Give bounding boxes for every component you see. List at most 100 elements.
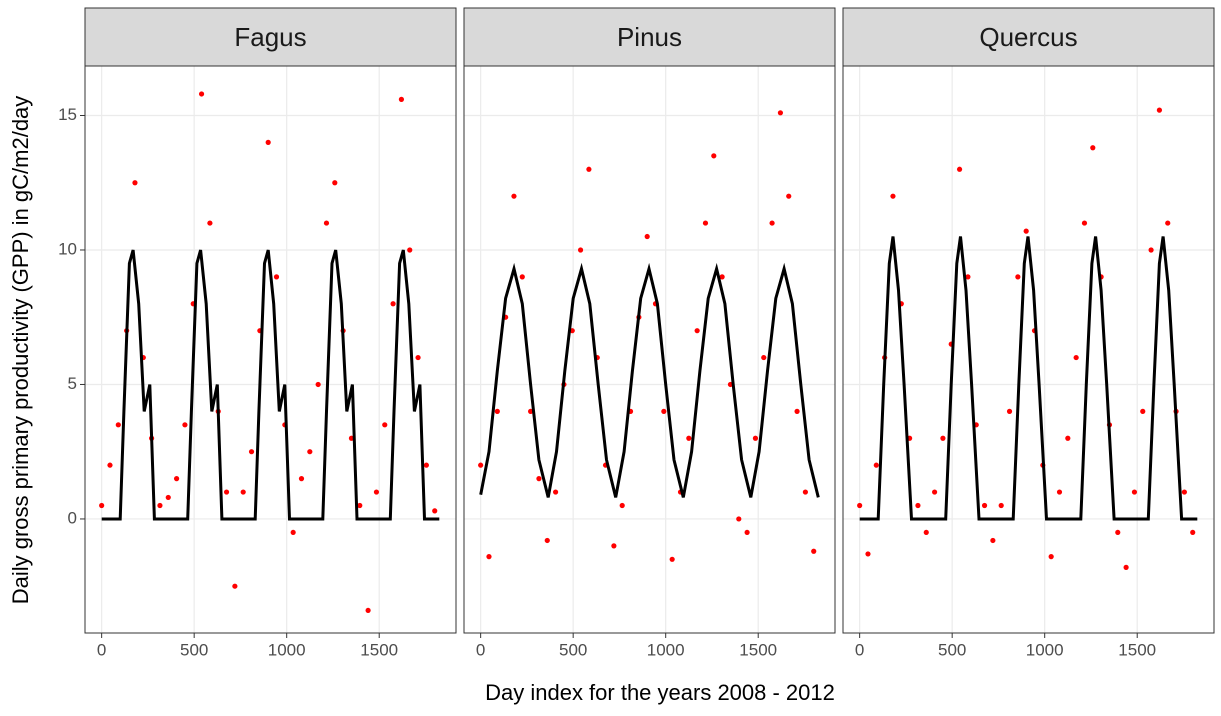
data-point <box>965 274 971 280</box>
panel-bg <box>843 66 1214 633</box>
data-point <box>265 139 271 145</box>
panel-bg <box>85 66 456 633</box>
data-point <box>478 462 484 468</box>
data-point <box>736 516 742 522</box>
data-point <box>552 489 559 495</box>
data-point <box>1023 228 1029 234</box>
data-point <box>536 476 542 482</box>
data-point <box>931 489 938 495</box>
y-tick-label: 10 <box>58 239 77 258</box>
data-point <box>786 193 792 199</box>
data-point <box>398 96 405 102</box>
data-point <box>240 489 246 495</box>
strip <box>84 7 457 67</box>
data-point <box>981 502 988 509</box>
data-point <box>694 328 700 334</box>
data-point <box>423 462 429 468</box>
data-point <box>940 435 946 441</box>
data-point <box>586 166 592 172</box>
data-point <box>248 449 255 455</box>
data-point <box>1065 435 1071 441</box>
data-point <box>415 354 421 361</box>
data-point <box>365 607 371 614</box>
data-point <box>923 529 929 536</box>
y-axis-label: Daily gross primary productivity (GPP) i… <box>8 96 33 605</box>
line <box>859 236 1198 521</box>
data-point <box>1056 489 1063 495</box>
panel-border <box>842 65 1215 634</box>
data-point <box>661 408 667 414</box>
data-point <box>577 247 584 253</box>
data-point <box>702 220 709 226</box>
x-tick-label: 1000 <box>647 640 685 659</box>
data-point <box>769 220 775 226</box>
data-point <box>1073 354 1079 361</box>
data-point <box>990 537 996 544</box>
data-point <box>223 489 230 495</box>
data-point <box>711 153 717 159</box>
panel-bg <box>464 66 835 633</box>
data-point <box>107 462 113 468</box>
data-point <box>315 381 321 388</box>
data-point <box>865 551 871 557</box>
data-point <box>1140 408 1146 414</box>
data-point <box>198 91 205 97</box>
data-point <box>719 274 725 280</box>
data-point <box>1015 274 1021 280</box>
data-point <box>619 502 625 509</box>
data-point <box>273 274 280 280</box>
data-point <box>956 166 963 172</box>
panel-title: Pinus <box>617 22 682 52</box>
data-point <box>873 462 879 468</box>
x-tick-label: 0 <box>855 640 864 659</box>
data-point <box>761 354 767 361</box>
x-tick-label: 1500 <box>1118 640 1156 659</box>
data-point <box>390 301 396 307</box>
data-point <box>611 543 617 549</box>
data-point <box>1006 408 1013 414</box>
x-tick-label: 1500 <box>739 640 777 659</box>
x-axis-label: Day index for the years 2008 - 2012 <box>485 680 835 705</box>
data-point <box>1048 554 1054 560</box>
data-point <box>1148 247 1154 253</box>
x-tick-label: 0 <box>97 640 106 659</box>
data-point <box>494 408 500 414</box>
x-tick-label: 1000 <box>1026 640 1064 659</box>
panel-title: Fagus <box>234 22 306 52</box>
data-point <box>173 476 180 482</box>
data-point <box>407 247 413 253</box>
data-point <box>511 193 517 199</box>
data-point <box>323 220 330 226</box>
data-point <box>802 489 808 495</box>
data-point <box>1190 529 1196 536</box>
panel-title: Quercus <box>979 22 1077 52</box>
data-point <box>307 449 313 455</box>
data-point <box>207 220 213 226</box>
data-point <box>544 537 550 544</box>
data-point <box>373 489 380 495</box>
data-point <box>1181 489 1187 495</box>
data-point <box>115 422 121 428</box>
line <box>101 249 440 521</box>
panel-border <box>84 65 457 634</box>
data-point <box>232 583 238 589</box>
data-point <box>744 529 750 536</box>
data-point <box>1156 107 1163 113</box>
data-point <box>332 180 338 186</box>
data-point <box>298 476 305 482</box>
data-point <box>290 529 296 536</box>
data-point <box>432 508 438 514</box>
data-point <box>1115 529 1121 536</box>
data-point <box>1090 145 1096 151</box>
x-tick-label: 0 <box>476 640 485 659</box>
data-point <box>519 274 525 280</box>
x-tick-label: 1500 <box>360 640 398 659</box>
data-point <box>794 408 800 414</box>
data-point <box>890 193 896 199</box>
data-point <box>165 494 171 501</box>
data-point <box>132 180 138 186</box>
y-tick-label: 15 <box>58 105 77 124</box>
data-point <box>1131 489 1138 495</box>
data-point <box>752 435 759 441</box>
data-point <box>99 502 105 509</box>
